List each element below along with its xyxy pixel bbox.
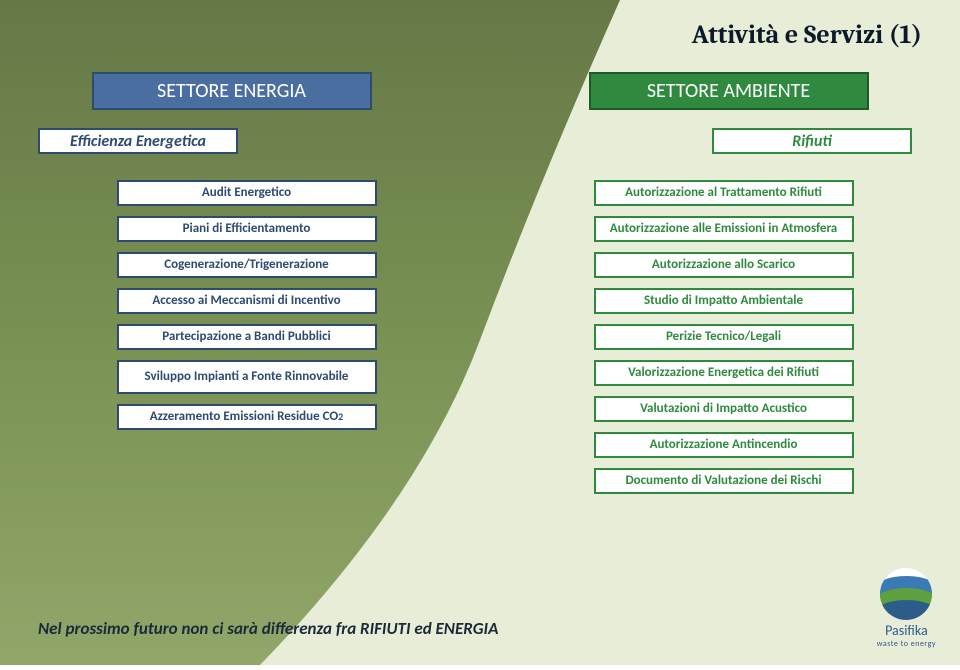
item-box: Azzeramento Emissioni Residue CO2 [117,404,377,430]
item-box: Cogenerazione/Trigenerazione [117,252,377,278]
energy-items: Audit Energetico Piani di Efficientamento… [87,180,377,430]
logo-icon [880,568,932,620]
item-box: Partecipazione a Bandi Pubblici [117,324,377,350]
item-box: Valutazioni di Impatto Acustico [594,396,854,422]
page-title: Attività e Servizi (1) [38,20,922,50]
environment-items: Autorizzazione al Trattamento Rifiuti Aut… [594,180,864,494]
column-environment: SETTORE AMBIENTE Rifiuti Autorizzazione … [535,72,922,494]
item-box: Perizie Tecnico/Legali [594,324,854,350]
item-box: Documento di Valutazione dei Rischi [594,468,854,494]
item-box: Autorizzazione Antincendio [594,432,854,458]
item-box: Autorizzazione allo Scarico [594,252,854,278]
sub-header-waste: Rifiuti [712,128,912,154]
item-box: Audit Energetico [117,180,377,206]
logo-name: Pasifika [885,622,928,639]
sector-header-environment: SETTORE AMBIENTE [589,72,869,110]
footer-note: Nel prossimo futuro non ci sarà differen… [38,618,498,639]
sector-header-energy: SETTORE ENERGIA [92,72,372,110]
item-box: Sviluppo Impianti a Fonte Rinnovabile [117,360,377,394]
column-energy: SETTORE ENERGIA Efficienza Energetica Au… [38,72,425,494]
item-box: Accesso ai Meccanismi di Incentivo [117,288,377,314]
sub-header-efficiency: Efficienza Energetica [38,128,238,154]
item-box: Valorizzazione Energetica dei Rifiuti [594,360,854,386]
item-box: Piani di Efficientamento [117,216,377,242]
logo-tagline: waste to energy [877,639,936,649]
logo: Pasifika waste to energy [877,568,936,649]
item-box: Autorizzazione alle Emissioni in Atmosfe… [594,216,854,242]
item-box: Studio di Impatto Ambientale [594,288,854,314]
item-box: Autorizzazione al Trattamento Rifiuti [594,180,854,206]
